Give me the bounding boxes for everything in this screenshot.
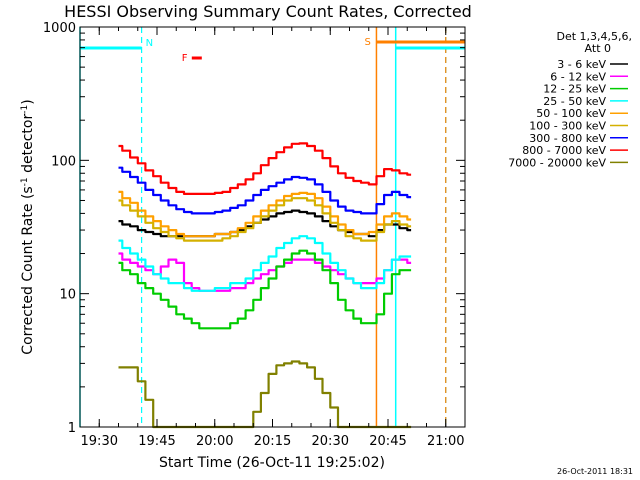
legend-label-6: 300 - 800 keV	[529, 132, 606, 145]
annotation-1: F	[182, 53, 188, 64]
y-tick-label-0: 1	[68, 421, 76, 436]
x-tick-label-6: 21:00	[427, 434, 464, 449]
data-series	[118, 142, 412, 429]
series-line-2	[118, 249, 412, 330]
x-tick-label-3: 20:15	[254, 434, 291, 449]
series-line-4	[118, 190, 412, 238]
y-tick-label-2: 100	[51, 154, 76, 169]
x-axis-label: Start Time (26-Oct-11 19:25:02)	[159, 455, 385, 471]
series-line-1	[118, 252, 412, 292]
annotation-2: S	[364, 37, 370, 48]
y-axis: 1 10 100 1000	[43, 21, 465, 436]
y-tick-label-3: 1000	[43, 21, 76, 36]
annotation-0: N	[146, 38, 153, 49]
x-tick-label-2: 20:00	[196, 434, 233, 449]
legend-label-2: 12 - 25 keV	[543, 83, 606, 96]
legend-label-5: 100 - 300 keV	[529, 120, 606, 133]
legend-label-3: 25 - 50 keV	[543, 95, 606, 108]
plot-area: NFS 19:30 19:45 20:00 20:15 20:30 20:45 21:00 …	[43, 21, 466, 449]
legend-label-0: 3 - 6 keV	[557, 58, 606, 71]
chart-title: HESSI Observing Summary Count Rates, Cor…	[64, 2, 472, 21]
legend-label-8: 7000 - 20000 keV	[508, 156, 606, 169]
legend-label-7: 800 - 7000 keV	[522, 144, 606, 157]
series-line-7	[118, 142, 412, 195]
annotations: N F S	[146, 37, 371, 64]
timestamp-footer: 26-Oct-2011 18:31	[557, 467, 633, 476]
x-axis: 19:30 19:45 20:00 20:15 20:30 20:45 21:00	[79, 27, 466, 449]
legend-title-2: Att 0	[585, 42, 611, 55]
series-line-5	[118, 197, 412, 242]
y-axis-label: Corrected Count Rate (s-1 detector-1)	[20, 99, 36, 354]
x-tick-label-1: 19:45	[138, 434, 175, 449]
legend-label-1: 6 - 12 keV	[550, 70, 606, 83]
x-tick-label-4: 20:30	[312, 434, 349, 449]
series-line-3	[118, 235, 412, 292]
x-tick-label-0: 19:30	[81, 434, 118, 449]
x-tick-label-5: 20:45	[369, 434, 406, 449]
series-line-6	[118, 166, 412, 215]
legend-label-4: 50 - 100 keV	[536, 107, 606, 120]
legend-title-1: Det 1,3,4,5,6,	[556, 30, 632, 43]
series-line-8	[118, 360, 412, 429]
y-tick-label-1: 10	[59, 288, 76, 303]
